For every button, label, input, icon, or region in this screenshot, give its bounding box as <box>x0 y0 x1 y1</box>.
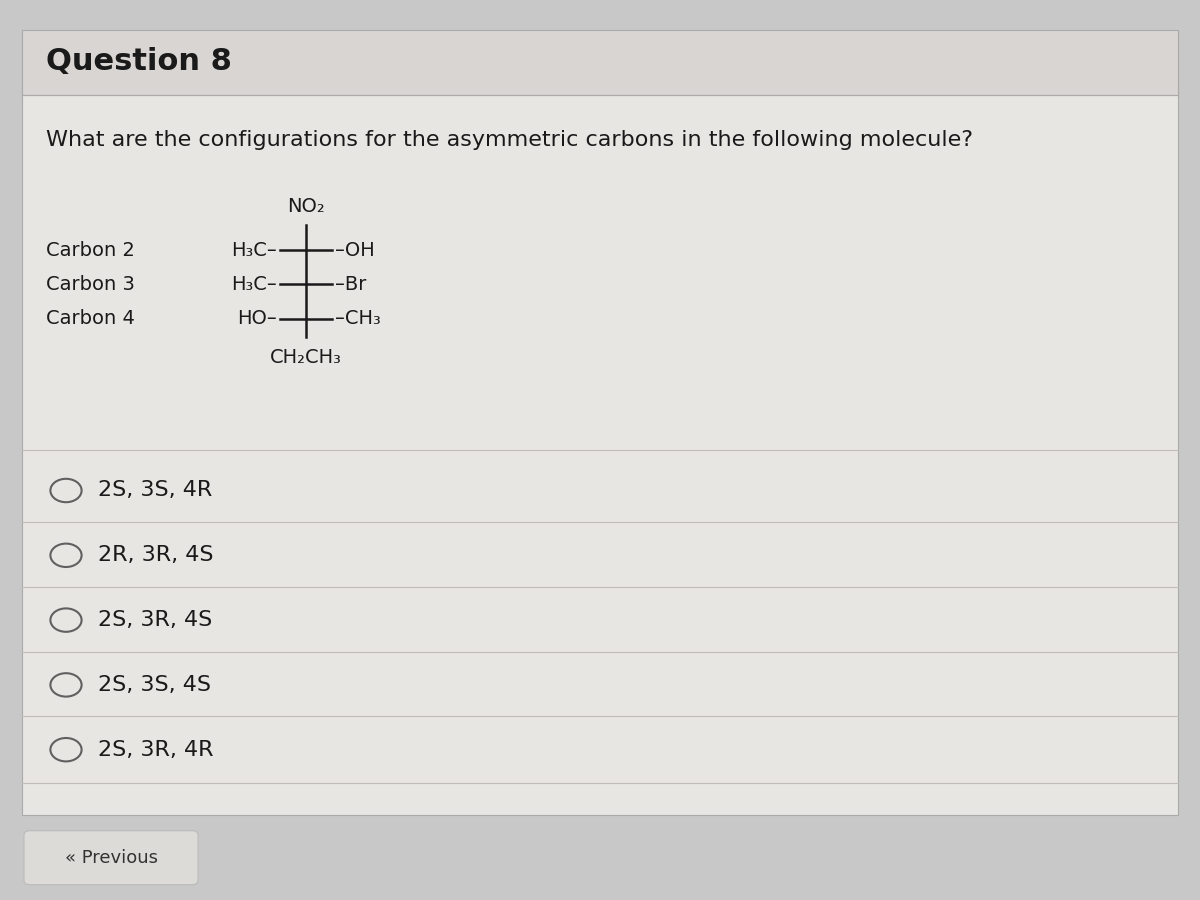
Text: –CH₃: –CH₃ <box>335 309 380 328</box>
Text: « Previous: « Previous <box>65 849 158 867</box>
Text: Carbon 2: Carbon 2 <box>46 240 134 260</box>
Text: Carbon 3: Carbon 3 <box>46 274 134 294</box>
Text: CH₂CH₃: CH₂CH₃ <box>270 347 342 366</box>
Text: 2S, 3S, 4R: 2S, 3S, 4R <box>98 481 212 500</box>
Text: H₃C–: H₃C– <box>232 274 277 294</box>
Text: 2S, 3S, 4S: 2S, 3S, 4S <box>98 675 211 695</box>
Text: HO–: HO– <box>238 309 277 328</box>
FancyBboxPatch shape <box>22 32 1178 814</box>
FancyBboxPatch shape <box>24 831 198 885</box>
Text: What are the configurations for the asymmetric carbons in the following molecule: What are the configurations for the asym… <box>46 130 973 149</box>
Text: –OH: –OH <box>335 240 374 260</box>
Text: –Br: –Br <box>335 274 366 294</box>
Text: Question 8: Question 8 <box>46 47 232 76</box>
Text: 2S, 3R, 4S: 2S, 3R, 4S <box>98 610 212 630</box>
Text: 2R, 3R, 4S: 2R, 3R, 4S <box>98 545 214 565</box>
Text: NO₂: NO₂ <box>287 197 325 216</box>
Text: 2S, 3R, 4R: 2S, 3R, 4R <box>98 740 214 760</box>
FancyBboxPatch shape <box>22 30 1178 94</box>
Text: Carbon 4: Carbon 4 <box>46 309 134 328</box>
Text: H₃C–: H₃C– <box>232 240 277 260</box>
